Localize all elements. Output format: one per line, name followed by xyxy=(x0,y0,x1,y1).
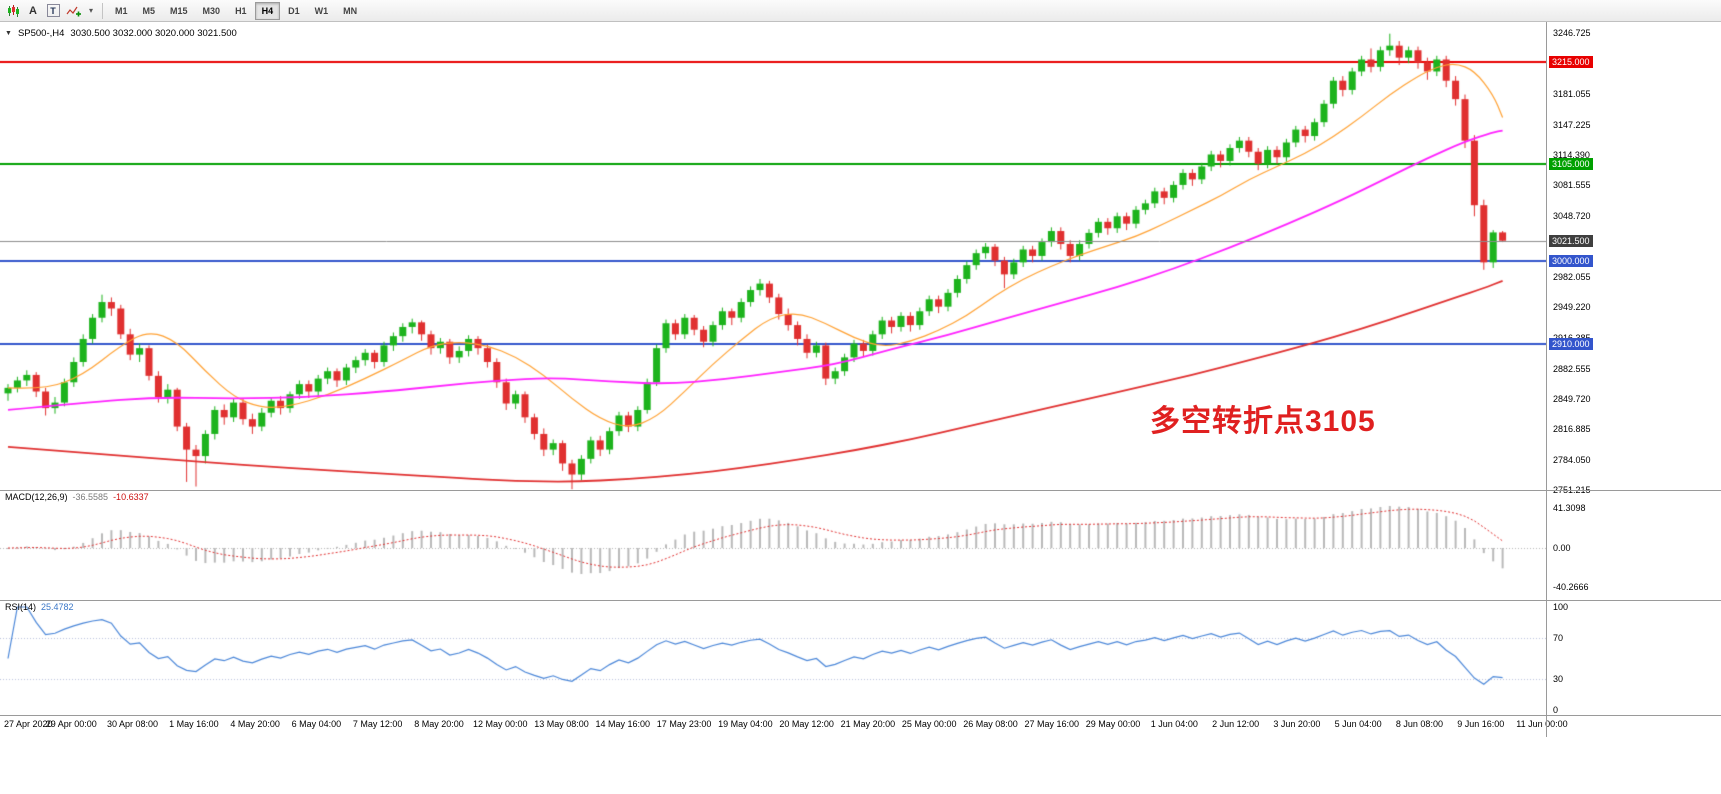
time-tick-label: 30 Apr 08:00 xyxy=(107,719,159,729)
time-tick-label: 29 Apr 00:00 xyxy=(45,719,97,729)
current-price-badge: 3021.500 xyxy=(1549,234,1593,247)
indicators-icon xyxy=(66,6,81,16)
toolbar-divider xyxy=(102,2,103,19)
time-tick-label: 21 May 20:00 xyxy=(840,719,896,729)
time-tick-label: 5 Jun 04:00 xyxy=(1334,719,1382,729)
price-axis[interactable]: 3246.725 3181.055 3147.225 3114.390 3081.555… xyxy=(1547,22,1721,716)
price-tick-label: 2784.050 xyxy=(1553,454,1591,465)
macd-axis-label: -40.2666 xyxy=(1553,581,1589,592)
price-tick-label: 3048.720 xyxy=(1553,210,1591,221)
chart-header: ▼ SP500-,H4 3030.500 3032.000 3020.000 3… xyxy=(5,28,237,39)
chevron-down-icon: ▾ xyxy=(88,6,93,15)
time-tick-label: 4 May 20:00 xyxy=(230,719,280,729)
timeframe-button-mn[interactable]: MN xyxy=(336,2,364,20)
timeframe-button-w1[interactable]: W1 xyxy=(308,2,336,20)
timeframe-button-m30[interactable]: M30 xyxy=(196,2,228,20)
text-tool-label: T xyxy=(46,4,60,17)
rsi-axis-label: 30 xyxy=(1553,674,1564,685)
dropdown-caret-button[interactable]: ▾ xyxy=(85,2,97,20)
timeframe-button-m5[interactable]: M5 xyxy=(136,2,163,20)
indicators-button[interactable] xyxy=(63,2,85,20)
time-tick-label: 2 Jun 12:00 xyxy=(1212,719,1260,729)
timeframe-button-h4[interactable]: H4 xyxy=(254,1,281,20)
price-tick-label: 3081.555 xyxy=(1553,180,1591,191)
price-tick-label: 2949.220 xyxy=(1553,302,1591,313)
time-tick-label: 7 May 12:00 xyxy=(352,719,403,729)
time-tick-label: 1 Jun 04:00 xyxy=(1150,719,1198,729)
ohlc-values-label: 3030.500 3032.000 3020.000 3021.500 xyxy=(70,28,237,39)
macd-main-value: -36.5585 xyxy=(72,492,109,502)
text-tool-button[interactable]: T xyxy=(43,2,63,20)
chart-bars-button[interactable] xyxy=(3,2,23,20)
rsi-name: RSI(14) xyxy=(5,602,37,612)
price-tick-label: 2982.055 xyxy=(1553,272,1591,283)
time-tick-label: 17 May 23:00 xyxy=(656,719,712,729)
time-tick-label: 3 Jun 20:00 xyxy=(1273,719,1321,729)
time-tick-label: 11 Jun 00:00 xyxy=(1516,719,1568,729)
annotation-text: 多空转折点3105 xyxy=(1150,405,1376,438)
time-tick-label: 13 May 08:00 xyxy=(534,719,589,729)
timeframe-button-m1[interactable]: M1 xyxy=(108,2,135,20)
timeframe-group: M1 M5 M15 M30 H1 H4 D1 W1 MN xyxy=(108,1,364,20)
rsi-panel-splitter[interactable] xyxy=(0,600,1721,601)
macd-indicator-label: MACD(12,26,9) -36.5585 -10.6337 xyxy=(5,492,149,502)
price-tick-label: 3147.225 xyxy=(1553,119,1591,130)
time-tick-label: 26 May 08:00 xyxy=(963,719,1018,729)
time-tick-label: 9 Jun 16:00 xyxy=(1457,719,1505,729)
main-toolbar: A T ▾ M1 M5 M15 M30 H1 H4 D1 W1 MN xyxy=(0,0,1721,22)
chart-bars-icon xyxy=(7,4,19,17)
level-price-badge: 3105.000 xyxy=(1549,157,1593,170)
rsi-value: 25.4782 xyxy=(41,602,74,612)
time-tick-label: 25 May 00:00 xyxy=(901,719,957,729)
symbol-period-label: SP500-,H4 xyxy=(17,28,65,39)
scroll-marker-icon[interactable]: ▼ xyxy=(5,30,12,37)
macd-panel-splitter[interactable] xyxy=(0,490,1721,491)
rsi-axis-label: 100 xyxy=(1553,602,1569,612)
time-tick-label: 27 May 16:00 xyxy=(1024,719,1080,729)
price-axis-border xyxy=(1546,22,1547,737)
level-price-badge: 3000.000 xyxy=(1549,254,1593,267)
macd-axis-label: 41.3098 xyxy=(1553,503,1586,514)
rsi-axis-label: 70 xyxy=(1553,632,1564,643)
rsi-indicator-label: RSI(14) 25.4782 xyxy=(5,602,74,612)
price-tick-label: 2882.555 xyxy=(1553,363,1591,374)
cursor-tool-button[interactable]: A xyxy=(23,2,43,20)
price-tick-label: 3181.055 xyxy=(1553,88,1591,99)
time-tick-label: 12 May 00:00 xyxy=(472,719,528,729)
cursor-a-label: A xyxy=(29,4,37,17)
timeframe-button-d1[interactable]: D1 xyxy=(281,2,307,20)
time-tick-label: 27 Apr 2020 xyxy=(4,719,53,729)
timeframe-button-m15[interactable]: M15 xyxy=(163,2,195,20)
price-tick-label: 3246.725 xyxy=(1553,28,1591,38)
time-tick-label: 8 Jun 08:00 xyxy=(1395,719,1443,729)
time-axis[interactable]: 27 Apr 2020 29 Apr 00:00 30 Apr 08:00 1 May… xyxy=(0,716,1721,736)
timeframe-button-h1[interactable]: H1 xyxy=(228,2,254,20)
level-price-badge: 2910.000 xyxy=(1549,337,1593,350)
time-tick-label: 20 May 12:00 xyxy=(779,719,834,729)
time-tick-label: 14 May 16:00 xyxy=(595,719,651,729)
time-tick-label: 6 May 04:00 xyxy=(291,719,342,729)
time-tick-label: 8 May 20:00 xyxy=(414,719,464,729)
macd-name: MACD(12,26,9) xyxy=(5,492,68,502)
time-axis-border xyxy=(0,715,1721,716)
price-tick-label: 2849.720 xyxy=(1553,394,1591,405)
level-price-badge: 3215.000 xyxy=(1549,56,1593,69)
macd-signal-value: -10.6337 xyxy=(113,492,149,502)
macd-axis-label: 0.00 xyxy=(1553,543,1571,553)
time-tick-label: 1 May 16:00 xyxy=(169,719,219,729)
price-tick-label: 3114.390 xyxy=(1553,150,1590,161)
time-tick-label: 19 May 04:00 xyxy=(718,719,773,729)
rsi-axis-label: 0 xyxy=(1553,705,1559,715)
price-chart-canvas[interactable] xyxy=(0,22,1546,715)
time-tick-label: 29 May 00:00 xyxy=(1085,719,1141,729)
price-tick-label: 2816.885 xyxy=(1553,424,1591,435)
